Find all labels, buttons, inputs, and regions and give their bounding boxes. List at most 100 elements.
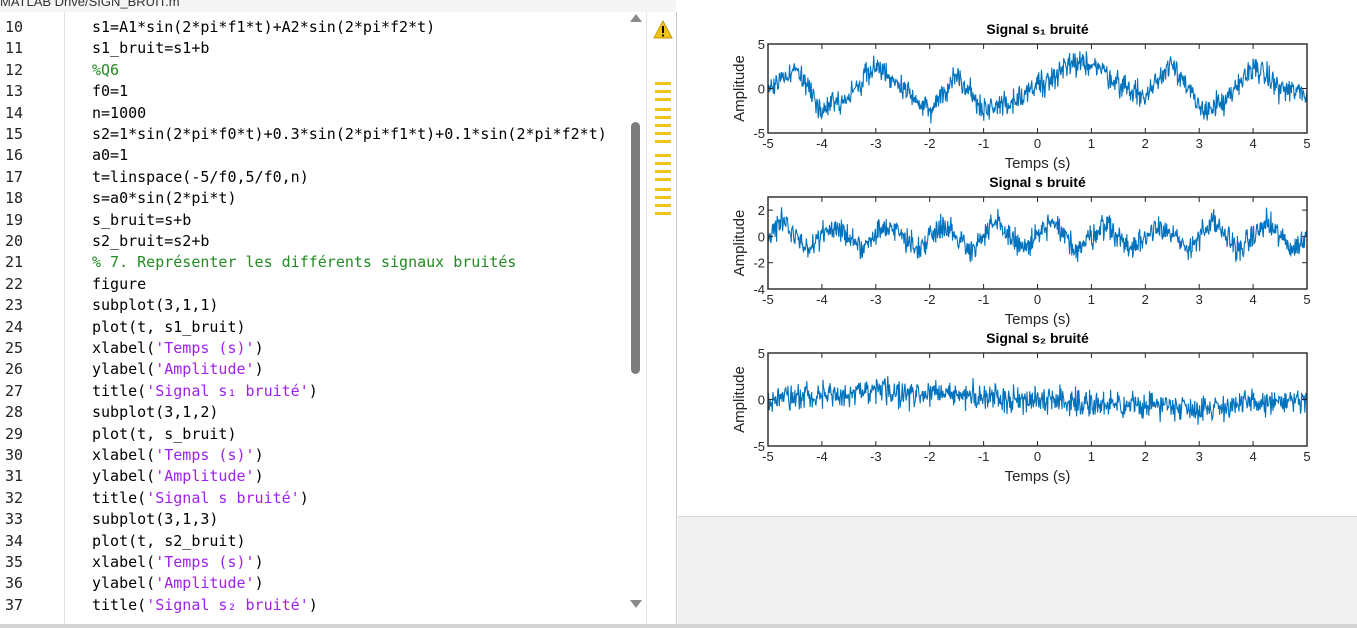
- x-tick-label: -5: [762, 449, 774, 464]
- y-tick-label: -4: [753, 282, 765, 297]
- warning-triangle-icon[interactable]: [653, 20, 673, 40]
- warning-marker[interactable]: [655, 188, 671, 191]
- line-number: 36: [5, 574, 24, 593]
- code-text: ): [299, 488, 309, 507]
- x-tick-label: -4: [816, 136, 828, 151]
- warning-marker[interactable]: [655, 124, 671, 127]
- warning-marker[interactable]: [655, 204, 671, 207]
- code-text: title(: [92, 488, 147, 507]
- warning-marker[interactable]: [655, 162, 671, 165]
- warning-marker[interactable]: [655, 170, 671, 173]
- code-line[interactable]: s2_bruit=s2+b: [92, 231, 209, 252]
- warning-marker[interactable]: [655, 154, 671, 157]
- code-text: ylabel(: [92, 467, 156, 486]
- vertical-scrollbar[interactable]: [628, 12, 644, 608]
- string-literal: 'Signal s₂ bruité': [146, 595, 309, 614]
- warning-marker[interactable]: [655, 140, 671, 143]
- code-text: s1_bruit=s1+b: [92, 39, 210, 58]
- file-path: MATLAB Drive/SIGN_BRUIT.m: [0, 0, 180, 9]
- code-line[interactable]: figure: [92, 274, 146, 295]
- x-tick-label: -4: [816, 449, 828, 464]
- code-text: xlabel(: [92, 553, 156, 571]
- line-number: 22: [5, 274, 24, 293]
- y-axis-label: Amplitude: [731, 55, 748, 122]
- signal-line: [767, 207, 1308, 263]
- warning-marker[interactable]: [655, 196, 671, 199]
- line-number: 24: [5, 317, 24, 336]
- x-tick-label: 3: [1196, 136, 1203, 151]
- code-line[interactable]: n=1000: [92, 103, 146, 124]
- code-line[interactable]: s=a0*sin(2*pi*t): [92, 188, 237, 209]
- warning-marker[interactable]: [655, 90, 671, 93]
- scrollbar-thumb[interactable]: [631, 122, 640, 374]
- code-line[interactable]: subplot(3,1,1): [92, 295, 218, 316]
- string-literal: 'Amplitude': [155, 467, 255, 486]
- code-line[interactable]: title('Signal s₂ bruité'): [92, 595, 318, 616]
- x-tick-label: 0: [1034, 292, 1041, 307]
- warning-marker[interactable]: [655, 82, 671, 85]
- line-number: 21: [5, 253, 24, 272]
- x-tick-label: 5: [1303, 136, 1310, 151]
- line-number: 26: [5, 360, 24, 379]
- line-number: 33: [5, 510, 24, 529]
- code-line[interactable]: title('Signal s₁ bruité'): [92, 381, 318, 402]
- comment-text: %Q6: [92, 60, 120, 79]
- y-axis-label: Amplitude: [731, 210, 748, 277]
- x-tick-label: -5: [762, 292, 774, 307]
- code-text: ): [254, 360, 264, 379]
- warning-marker[interactable]: [655, 178, 671, 181]
- warning-marker[interactable]: [655, 116, 671, 119]
- code-text: ): [254, 574, 264, 593]
- code-line[interactable]: f0=1: [92, 81, 128, 102]
- code-text: n=1000: [92, 103, 147, 122]
- code-line[interactable]: xlabel('Temps (s)'): [92, 338, 264, 359]
- code-line[interactable]: s1_bruit=s1+b: [92, 38, 209, 59]
- warning-marker[interactable]: [655, 108, 671, 111]
- line-number: 31: [5, 467, 24, 486]
- code-line[interactable]: % 7. Représenter les différents signaux …: [92, 252, 516, 273]
- scroll-up-arrow-icon[interactable]: [630, 14, 642, 22]
- line-number: 18: [5, 189, 24, 208]
- line-number: 10: [5, 18, 24, 36]
- code-text: ): [308, 381, 318, 400]
- figure-background: [678, 516, 1357, 625]
- y-tick-label: -5: [753, 126, 765, 141]
- code-line[interactable]: subplot(3,1,2): [92, 402, 218, 423]
- axes-box: [767, 196, 1308, 290]
- code-line[interactable]: s_bruit=s+b: [92, 210, 191, 231]
- code-line[interactable]: ylabel('Amplitude'): [92, 359, 264, 380]
- code-editor[interactable]: 10 11 12 13 14 15 16 17 18 19 20 21 22 23 24 25 26 27 28 29…: [0, 12, 677, 624]
- code-line[interactable]: xlabel('Temps (s)'): [92, 445, 264, 466]
- x-tick-label: -1: [978, 292, 990, 307]
- x-tick-label: 1: [1088, 292, 1095, 307]
- code-line[interactable]: plot(t, s2_bruit): [92, 531, 246, 552]
- x-tick-label: 2: [1142, 449, 1149, 464]
- warning-marker[interactable]: [655, 132, 671, 135]
- code-text: ): [254, 467, 264, 486]
- scroll-down-arrow-icon[interactable]: [630, 600, 642, 608]
- code-line[interactable]: plot(t, s1_bruit): [92, 317, 246, 338]
- string-literal: 'Amplitude': [155, 360, 255, 379]
- x-axis-label: Temps (s): [1005, 155, 1071, 172]
- code-line[interactable]: title('Signal s bruité'): [92, 488, 309, 509]
- code-line[interactable]: s2=1*sin(2*pi*f0*t)+0.3*sin(2*pi*f1*t)+0…: [92, 124, 607, 145]
- code-text: s=a0*sin(2*pi*t): [92, 189, 237, 208]
- code-analyzer-bar: [646, 12, 677, 624]
- code-line[interactable]: a0=1: [92, 145, 128, 166]
- code-line[interactable]: plot(t, s_bruit): [92, 424, 237, 445]
- string-literal: 'Temps (s)': [155, 446, 255, 464]
- signal-line: [767, 376, 1308, 425]
- code-line[interactable]: t=linspace(-5/f0,5/f0,n): [92, 167, 309, 188]
- code-line[interactable]: subplot(3,1,3): [92, 509, 218, 530]
- code-text: subplot(3,1,2): [92, 403, 219, 422]
- warning-marker[interactable]: [655, 212, 671, 215]
- x-tick-label: -2: [924, 449, 936, 464]
- warning-marker[interactable]: [655, 98, 671, 101]
- code-line[interactable]: %Q6: [92, 60, 119, 81]
- code-line[interactable]: ylabel('Amplitude'): [92, 466, 264, 487]
- code-text: ylabel(: [92, 574, 156, 593]
- line-number: 27: [5, 381, 24, 400]
- code-line[interactable]: ylabel('Amplitude'): [92, 573, 264, 594]
- code-line[interactable]: xlabel('Temps (s)'): [92, 552, 264, 573]
- code-line[interactable]: s1=A1*sin(2*pi*f1*t)+A2*sin(2*pi*f2*t): [92, 17, 435, 38]
